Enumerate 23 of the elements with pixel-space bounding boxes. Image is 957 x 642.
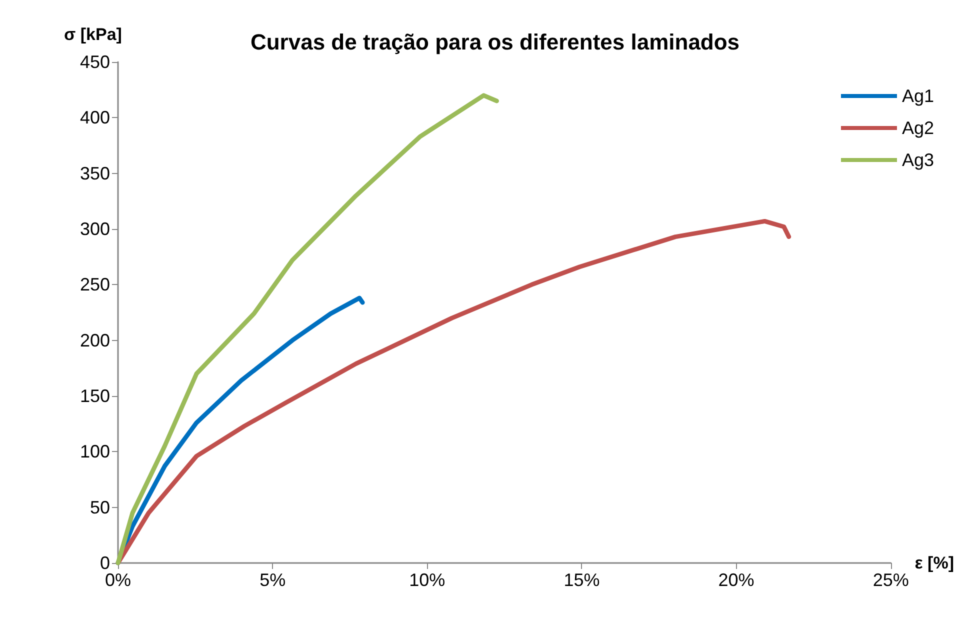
y-tick-label: 400: [80, 108, 110, 128]
y-tick-label: 50: [90, 497, 110, 518]
x-axis-title: ε [%]: [914, 554, 954, 572]
x-tick-label: 0%: [104, 570, 132, 590]
y-tick-label: 100: [80, 442, 110, 462]
y-tick-label: 150: [80, 386, 110, 406]
x-tick-label: 15%: [564, 570, 600, 590]
chart-title: Curvas de tração para os diferentes laminados: [250, 30, 740, 54]
y-tick-label: 250: [80, 274, 110, 295]
legend-label: Ag3: [902, 150, 934, 170]
y-tick-label: 0: [100, 553, 110, 573]
x-tick-label: 20%: [718, 570, 754, 590]
legend-label: Ag2: [902, 118, 934, 138]
legend-label: Ag1: [902, 86, 934, 106]
line-series: [116, 93, 499, 566]
y-tick-label: 450: [80, 52, 110, 72]
y-tick-label: 200: [80, 330, 110, 350]
y-axis-title: σ [kPa]: [64, 25, 122, 44]
x-tick-label: 5%: [260, 570, 286, 590]
x-tick-label: 25%: [872, 570, 909, 590]
x-tick-label: 10%: [409, 570, 446, 590]
y-tick-label: 300: [80, 219, 110, 239]
y-tick-label: 350: [80, 163, 110, 184]
